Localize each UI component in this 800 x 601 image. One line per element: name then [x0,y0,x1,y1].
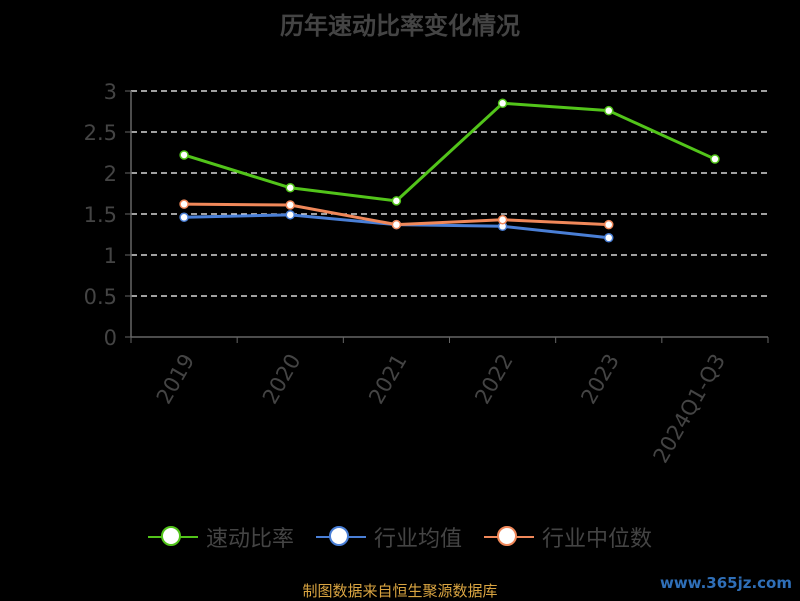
data-point-2 [391,219,402,230]
data-point-2 [497,214,508,225]
data-point-2 [179,199,189,209]
series-line-0 [183,101,716,203]
y-tick-label: 3 [104,80,117,104]
y-tick-label: 2.5 [84,121,117,145]
legend-swatch-series-1 [315,525,366,549]
legend-item-series-1[interactable]: 行业均值 [315,521,462,553]
data-point-2 [285,200,295,210]
y-tick-label: 1.5 [84,203,117,227]
data-point-0 [497,98,508,109]
data-point-1 [179,212,189,223]
legend-dot [497,526,517,546]
data-point-0 [604,105,614,116]
x-tick-label: 2023 [576,350,624,408]
data-point-1 [604,233,614,243]
chart-legend: 速动比率 行业均值 行业中位数 [0,520,800,554]
data-point-0 [179,150,189,160]
y-tick-label: 1 [104,244,117,268]
x-tick-label: 2019 [152,350,200,408]
legend-label-series-1: 行业均值 [373,527,462,552]
x-tick-label: 2024Q1-Q3 [649,350,731,467]
legend-item-series-0[interactable]: 速动比率 [147,521,294,553]
legend-swatch-series-0 [147,525,198,549]
data-point-0 [710,154,720,164]
watermark: www.365jz.com [659,574,792,592]
data-point-0 [391,196,402,206]
data-point-2 [604,219,614,230]
x-tick-label: 2021 [364,350,412,408]
x-tick-label: 2020 [258,350,306,408]
legend-dot [328,526,349,546]
y-tick-label: 0 [104,326,117,350]
legend-swatch-series-2 [484,525,534,549]
chart-title: 历年速动比率变化情况 [280,12,520,40]
y-tick-label: 0.5 [84,285,117,309]
data-point-1 [285,210,295,220]
x-tick-label: 2022 [470,350,518,408]
y-tick-label: 2 [104,162,117,186]
legend-label-series-2: 行业中位数 [542,527,653,552]
legend-dot [160,526,181,546]
legend-item-series-2[interactable]: 行业中位数 [484,521,652,553]
legend-label-series-0: 速动比率 [205,527,294,552]
source-note: 制图数据来自恒生聚源数据库 [302,582,498,600]
data-point-0 [285,183,295,193]
